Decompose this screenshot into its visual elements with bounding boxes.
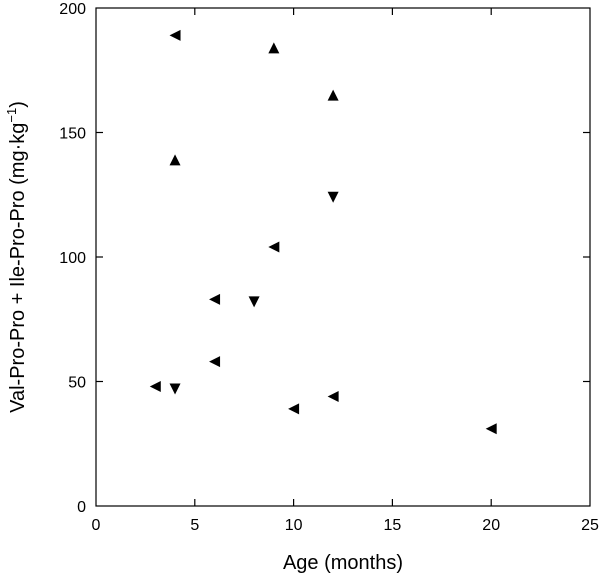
y-axis-label: Val-Pro-Pro + Ile-Pro-Pro (mg·kg−1) [4,101,29,413]
y-tick-label: 50 [68,375,86,392]
triangle-left-marker [268,241,280,253]
y-tick-label: 200 [59,1,86,18]
triangle-left-marker [288,403,300,415]
y-axis-ticks: 0 50 100 150 200 [59,1,590,516]
triangle-down-marker [327,191,339,203]
x-tick-label: 15 [384,517,402,534]
triangle-left-marker [209,356,221,368]
triangle-down-marker [169,383,181,395]
y-tick-label: 0 [77,499,86,516]
triangle-up-marker [169,154,181,166]
triangle-left-marker [169,29,181,41]
triangle-left-marker [327,390,339,402]
triangle-up-marker [327,89,339,101]
x-tick-label: 25 [581,517,599,534]
y-axis-label-close: ) [7,101,29,108]
triangle-left-marker [485,423,497,435]
y-tick-label: 150 [59,126,86,143]
triangle-left-marker [209,293,221,305]
triangle-down-marker [248,296,260,308]
x-axis-label: Age (months) [283,552,403,574]
x-tick-label: 5 [190,517,199,534]
x-axis-ticks: 0 5 10 15 20 25 [92,8,599,534]
y-axis-label-main: Val-Pro-Pro + Ile-Pro-Pro (mg·kg [7,123,29,413]
y-axis-label-superscript: −1 [4,108,19,123]
x-tick-label: 0 [92,517,101,534]
triangle-up-marker [268,42,280,54]
plot-frame [95,7,591,507]
x-tick-label: 10 [285,517,303,534]
x-tick-label: 20 [482,517,500,534]
y-tick-label: 100 [59,250,86,267]
data-markers [149,29,497,435]
triangle-left-marker [149,380,161,392]
